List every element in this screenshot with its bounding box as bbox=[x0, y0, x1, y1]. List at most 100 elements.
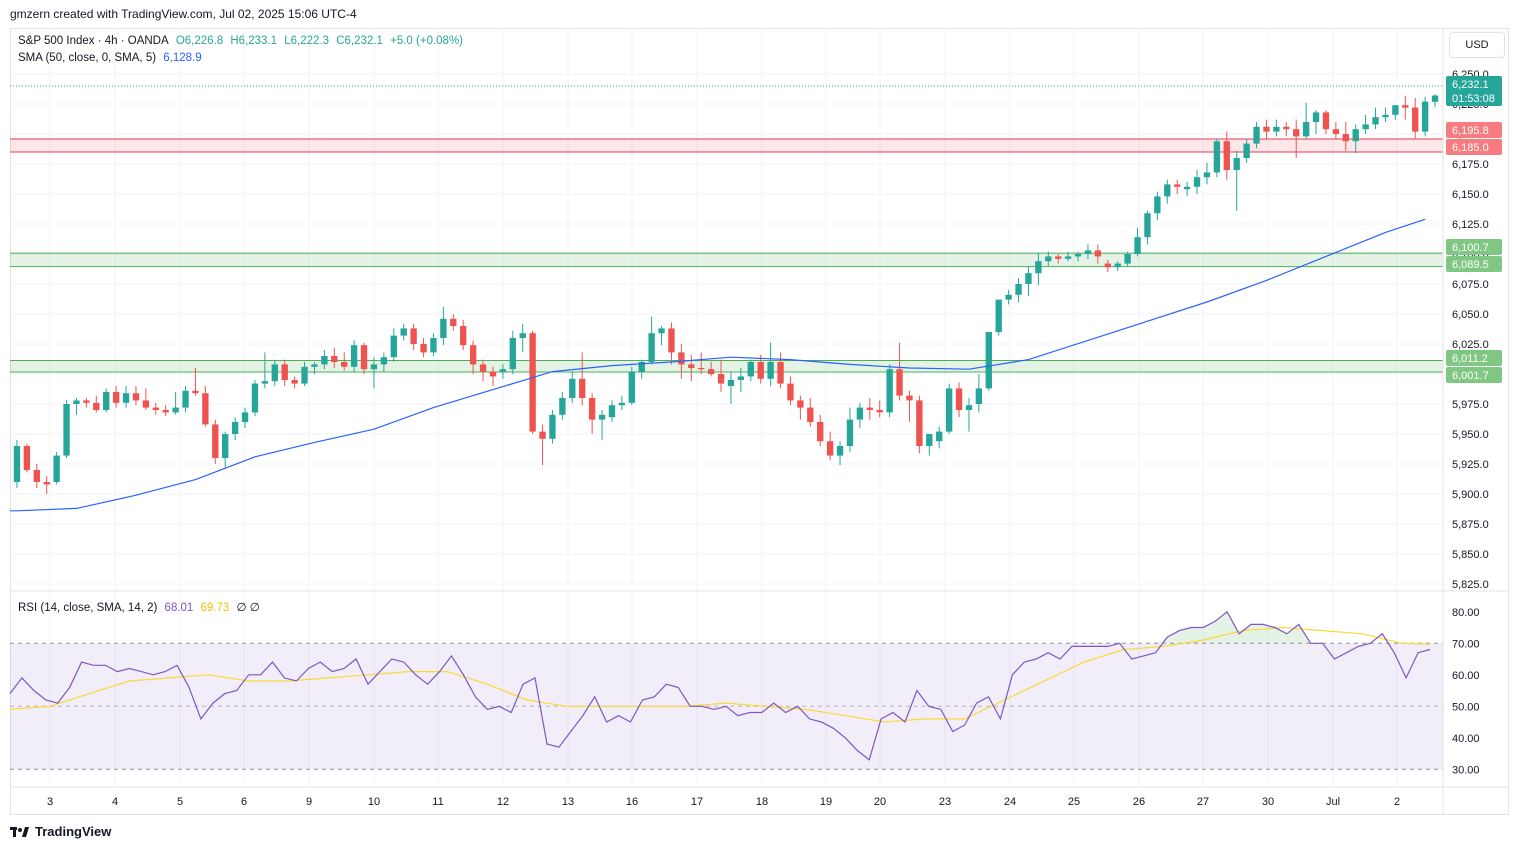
candle-body bbox=[182, 390, 189, 408]
candle-body bbox=[896, 369, 903, 396]
candle-body bbox=[846, 419, 854, 446]
candle-body bbox=[608, 405, 616, 418]
symbol-label[interactable]: S&P 500 Index · 4h · OANDA bbox=[18, 35, 169, 47]
current-price-tag-text: 01:53:08 bbox=[1452, 93, 1495, 105]
candle-body bbox=[1243, 143, 1250, 158]
candle-body bbox=[63, 404, 70, 456]
candle-body bbox=[1015, 284, 1022, 295]
zone-green2-top-tag-bg bbox=[1446, 350, 1502, 366]
rsi-label[interactable]: RSI (14, close, SMA, 14, 2) bbox=[18, 602, 158, 614]
candle-body bbox=[936, 431, 943, 442]
candle-body bbox=[1124, 254, 1131, 264]
rsi-tick-label: 30.00 bbox=[1452, 764, 1480, 776]
candle-body bbox=[1055, 256, 1062, 259]
support-resistance-zones bbox=[10, 138, 1443, 373]
time-tick-label: 30 bbox=[1262, 796, 1274, 808]
candle-body bbox=[33, 470, 40, 482]
price-tick-label: 5,900.0 bbox=[1452, 489, 1489, 501]
time-tick-label: 24 bbox=[1004, 796, 1016, 808]
candle-body bbox=[1283, 126, 1290, 130]
candle-body bbox=[420, 344, 427, 353]
rsi-pane bbox=[9, 610, 1443, 770]
candle-body bbox=[1203, 172, 1211, 178]
candle-body bbox=[241, 412, 249, 422]
candle-body bbox=[450, 318, 457, 326]
low-value: L6,222.3 bbox=[284, 35, 330, 47]
rsi-sma-value: 69.73 bbox=[200, 602, 230, 614]
time-tick-label: 4 bbox=[112, 796, 118, 808]
candle-body bbox=[341, 362, 348, 367]
candle-body bbox=[1213, 141, 1221, 173]
candle-body bbox=[906, 395, 913, 401]
candle-body bbox=[152, 407, 159, 410]
time-tick-label: 13 bbox=[562, 796, 574, 808]
candle-body bbox=[807, 407, 814, 422]
zone-fill bbox=[10, 253, 1443, 267]
rsi-sma-line bbox=[9, 626, 1431, 723]
time-tick-label: 17 bbox=[691, 796, 703, 808]
candle-body bbox=[995, 299, 1002, 332]
candle-body bbox=[1302, 122, 1310, 137]
candle-body bbox=[1342, 134, 1349, 142]
price-tags: 6,232.1 01:53:08 6,195.8 6,185.0 6,100.7 6,08… bbox=[1446, 76, 1502, 383]
candlestick-series bbox=[13, 94, 1439, 494]
candle-body bbox=[559, 398, 566, 415]
candle-body bbox=[370, 364, 378, 370]
candle-body bbox=[380, 357, 388, 365]
candle-body bbox=[83, 400, 90, 403]
candle-body bbox=[1025, 273, 1032, 284]
price-tick-label: 5,875.0 bbox=[1452, 519, 1489, 531]
candle-body bbox=[1233, 158, 1240, 170]
tradingview-logo-icon bbox=[10, 826, 29, 837]
candle-body bbox=[668, 328, 675, 353]
candle-body bbox=[301, 366, 308, 384]
candle-body bbox=[132, 393, 140, 401]
zone-green1-bottom-tag-bg bbox=[1446, 256, 1502, 272]
sma-label[interactable]: SMA (50, close, 0, SMA, 5) bbox=[18, 52, 157, 64]
candle-body bbox=[1372, 117, 1379, 125]
candle-body bbox=[1352, 129, 1359, 142]
price-tick-label: 5,950.0 bbox=[1452, 429, 1489, 441]
candle-body bbox=[400, 328, 407, 336]
rsi-axis: 30.00 40.00 50.00 60.00 70.00 80.00 bbox=[1452, 607, 1480, 777]
candle-body bbox=[1253, 126, 1260, 144]
time-tick-label: Jul bbox=[1326, 796, 1340, 808]
tradingview-brand: TradingView bbox=[35, 824, 112, 839]
zone-green2-bottom-tag-bg bbox=[1446, 367, 1502, 383]
candle-body bbox=[53, 455, 60, 482]
candle-body bbox=[757, 362, 764, 379]
candle-body bbox=[1084, 250, 1092, 254]
time-tick-label: 20 bbox=[874, 796, 886, 808]
candle-body bbox=[1104, 263, 1111, 268]
time-tick-label: 19 bbox=[820, 796, 832, 808]
time-tick-label: 3 bbox=[47, 796, 53, 808]
candle-body bbox=[727, 380, 735, 386]
close-value: C6,232.1 bbox=[336, 35, 383, 47]
time-tick-label: 26 bbox=[1133, 796, 1145, 808]
current-price-tag-bg bbox=[1446, 76, 1502, 106]
candle-body bbox=[1402, 105, 1409, 108]
candle-body bbox=[499, 369, 507, 372]
time-tick-label: 23 bbox=[939, 796, 951, 808]
rsi-tick-label: 40.00 bbox=[1452, 733, 1480, 745]
candle-body bbox=[43, 482, 50, 485]
candle-body bbox=[638, 362, 645, 372]
candle-body bbox=[678, 352, 685, 365]
candle-body bbox=[579, 378, 586, 398]
candle-body bbox=[251, 383, 259, 413]
rsi-tick-label: 70.00 bbox=[1452, 638, 1480, 650]
candle-body bbox=[598, 414, 606, 420]
zone-red-bottom-tag-text: 6,185.0 bbox=[1452, 142, 1489, 154]
candle-body bbox=[767, 362, 774, 379]
candle-body bbox=[1164, 184, 1171, 197]
candle-body bbox=[817, 422, 824, 442]
currency-button[interactable]: USD bbox=[1449, 32, 1505, 58]
rsi-extra: ∅ ∅ bbox=[236, 602, 260, 614]
candle-body bbox=[261, 381, 269, 384]
price-tick-label: 6,025.0 bbox=[1452, 339, 1489, 351]
time-tick-label: 10 bbox=[368, 796, 380, 808]
price-tick-label: 5,975.0 bbox=[1452, 399, 1489, 411]
tradingview-logo[interactable]: TradingView bbox=[10, 824, 111, 839]
candle-body bbox=[588, 398, 596, 420]
